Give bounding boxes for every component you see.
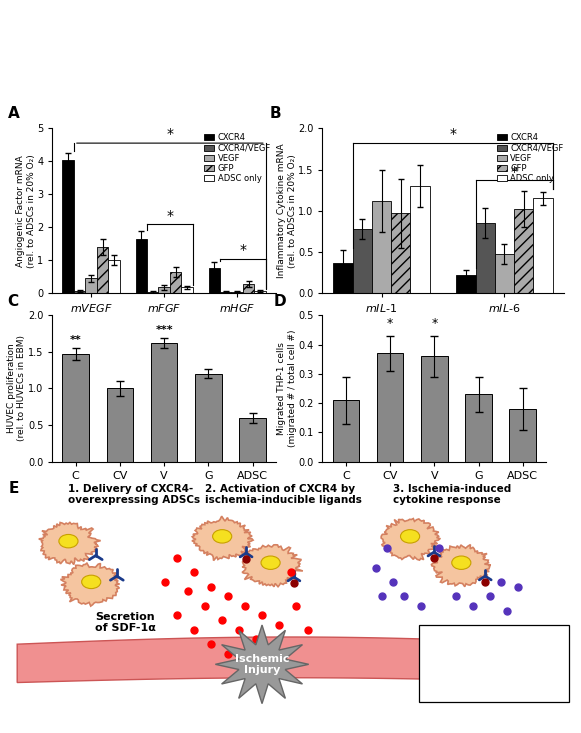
- Bar: [421, 356, 447, 462]
- Bar: [63, 160, 74, 293]
- Text: Ischemic
Injury: Ischemic Injury: [235, 654, 289, 675]
- Text: ↓ inflammatory: ↓ inflammatory: [450, 669, 538, 679]
- Bar: [63, 354, 89, 462]
- Bar: [372, 201, 391, 293]
- Text: A: A: [8, 106, 19, 122]
- Bar: [151, 343, 177, 462]
- Bar: [195, 374, 221, 462]
- Bar: [391, 213, 410, 293]
- Bar: [170, 272, 181, 293]
- Ellipse shape: [452, 556, 471, 570]
- Text: ***: ***: [155, 325, 173, 335]
- Polygon shape: [192, 516, 253, 561]
- Polygon shape: [432, 545, 491, 586]
- Ellipse shape: [59, 534, 78, 548]
- Text: *: *: [431, 317, 437, 330]
- Polygon shape: [17, 637, 564, 682]
- Bar: [209, 268, 220, 293]
- Legend: CXCR4, CXCR4/VEGF, VEGF, GFP, ADSC only: CXCR4, CXCR4/VEGF, VEGF, GFP, ADSC only: [203, 133, 272, 184]
- Y-axis label: Migrated THP-1 cells
(migrated # / total cell #): Migrated THP-1 cells (migrated # / total…: [277, 330, 297, 447]
- Text: E: E: [9, 482, 19, 496]
- Polygon shape: [381, 518, 440, 560]
- Text: *: *: [449, 128, 456, 141]
- FancyBboxPatch shape: [418, 625, 569, 701]
- Bar: [456, 275, 476, 293]
- Y-axis label: HUVEC proliferation
(rel. to HUVECs in EBM): HUVEC proliferation (rel. to HUVECs in E…: [7, 336, 27, 441]
- Polygon shape: [60, 563, 120, 606]
- Text: cytokines: cytokines: [467, 653, 521, 663]
- Text: **: **: [70, 335, 81, 345]
- Bar: [333, 400, 359, 462]
- Bar: [147, 292, 159, 293]
- Bar: [97, 247, 108, 293]
- Bar: [476, 223, 495, 293]
- Bar: [514, 209, 533, 293]
- Text: D: D: [273, 295, 286, 309]
- Text: *: *: [511, 165, 518, 179]
- Bar: [465, 394, 492, 462]
- Polygon shape: [242, 545, 303, 586]
- Text: C: C: [8, 295, 19, 309]
- Text: *: *: [239, 243, 246, 257]
- Bar: [231, 292, 243, 293]
- Bar: [410, 186, 430, 293]
- Bar: [510, 409, 536, 462]
- Bar: [254, 290, 266, 293]
- Polygon shape: [39, 523, 101, 564]
- Bar: [220, 292, 231, 293]
- Bar: [533, 199, 553, 293]
- Bar: [495, 254, 514, 293]
- Bar: [107, 388, 133, 462]
- Ellipse shape: [400, 530, 419, 543]
- Text: 2. Activation of CXCR4 by
ischemia-inducible ligands: 2. Activation of CXCR4 by ischemia-induc…: [205, 484, 362, 505]
- Bar: [74, 290, 85, 293]
- Y-axis label: Inflammatory Cytokine mRNA
(rel. to ADSCs in 20% O₂): Inflammatory Cytokine mRNA (rel. to ADSC…: [277, 144, 297, 278]
- Text: B: B: [270, 106, 281, 122]
- Text: cytokines: cytokines: [467, 685, 521, 695]
- Bar: [85, 279, 97, 293]
- Text: 3. Ischemia-induced
cytokine response: 3. Ischemia-induced cytokine response: [393, 484, 511, 505]
- Bar: [181, 287, 193, 293]
- Text: *: *: [166, 209, 173, 223]
- Bar: [333, 262, 353, 293]
- Text: ↑ Angiogenic: ↑ Angiogenic: [456, 637, 531, 647]
- Bar: [135, 239, 147, 293]
- Text: *: *: [166, 128, 173, 141]
- Text: Secretion
of SDF-1α: Secretion of SDF-1α: [95, 612, 156, 633]
- Bar: [377, 353, 403, 462]
- Bar: [239, 418, 266, 462]
- Bar: [159, 287, 170, 293]
- Ellipse shape: [261, 556, 280, 570]
- Ellipse shape: [213, 530, 232, 543]
- Legend: CXCR4, CXCR4/VEGF, VEGF, GFP, ADSC only: CXCR4, CXCR4/VEGF, VEGF, GFP, ADSC only: [496, 133, 564, 184]
- Text: 1. Delivery of CXCR4-
overexpressing ADSCs: 1. Delivery of CXCR4- overexpressing ADS…: [69, 484, 200, 505]
- Bar: [108, 260, 120, 293]
- Ellipse shape: [82, 575, 101, 589]
- Bar: [353, 229, 372, 293]
- Bar: [243, 284, 254, 293]
- Y-axis label: Angiogenic Factor mRNA
(rel. to ADSCs in 20% O₂): Angiogenic Factor mRNA (rel. to ADSCs in…: [16, 154, 35, 268]
- Text: *: *: [387, 317, 393, 330]
- Polygon shape: [216, 625, 309, 704]
